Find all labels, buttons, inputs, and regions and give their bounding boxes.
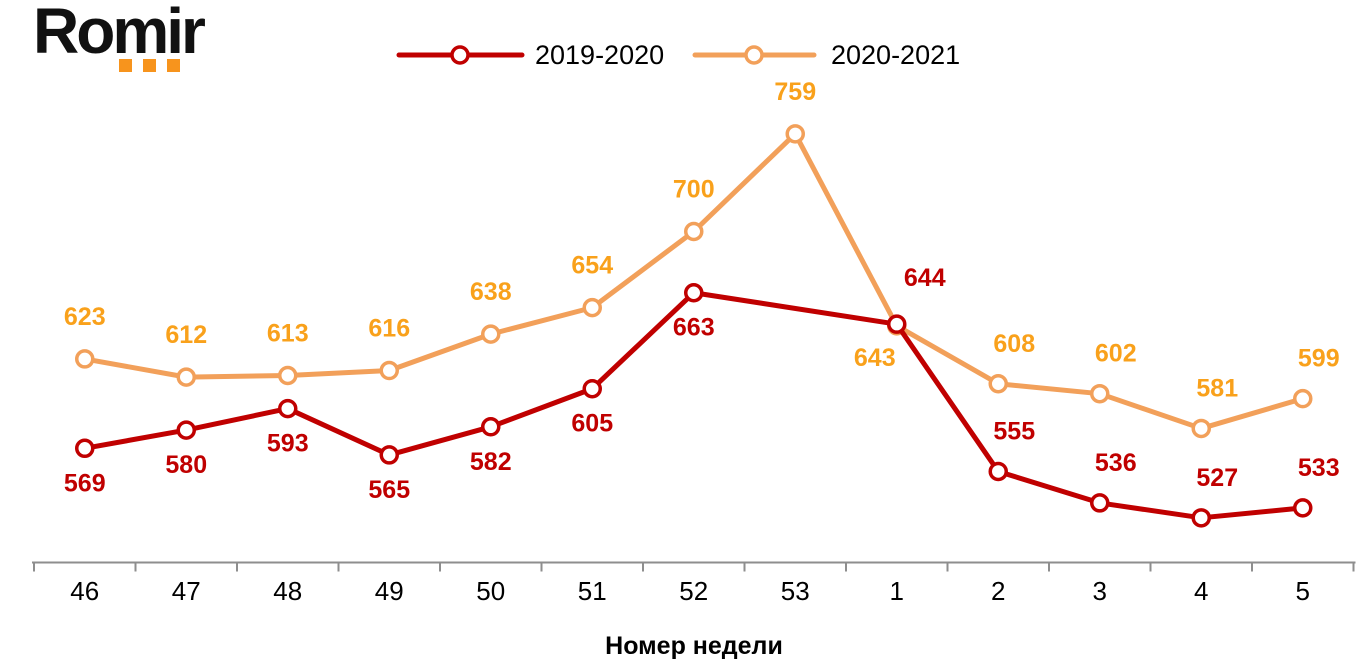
data-label-2019-2020: 580 [165, 451, 207, 479]
data-label-2020-2021: 643 [854, 344, 896, 372]
data-label-2019-2020: 593 [267, 430, 309, 458]
data-point-marker-2020-2021 [684, 221, 704, 242]
data-label-2019-2020: 569 [64, 469, 106, 497]
x-tick-label: 4 [1194, 576, 1208, 606]
data-point-marker-2019-2020 [684, 282, 704, 303]
x-tick-label: 47 [172, 576, 201, 606]
x-tick-label: 52 [679, 576, 708, 606]
data-label-2020-2021: 608 [993, 330, 1035, 358]
x-tick-label: 50 [476, 576, 505, 606]
data-label-2020-2021: 759 [774, 78, 816, 106]
data-point-marker-2020-2021 [1191, 418, 1211, 439]
data-point-marker-2020-2021 [75, 349, 95, 369]
romir-logo-text: Romir [33, 0, 206, 67]
data-point-marker-2020-2021 [785, 124, 805, 144]
x-tick-label: 46 [70, 576, 99, 606]
data-point-marker-2019-2020 [988, 461, 1008, 482]
data-point-marker-2020-2021 [176, 367, 196, 387]
data-point-marker-2020-2021 [481, 324, 501, 344]
data-label-2019-2020: 536 [1095, 449, 1137, 477]
data-point-marker-2019-2020 [1090, 493, 1110, 513]
data-label-2020-2021: 623 [64, 303, 106, 331]
data-point-marker-2019-2020 [278, 398, 298, 419]
logo-dot-icon [119, 59, 132, 72]
x-tick-label: 3 [1093, 576, 1107, 606]
data-label-2019-2020: 644 [904, 264, 946, 292]
x-tick-label: 51 [578, 576, 607, 606]
data-label-2020-2021: 599 [1298, 345, 1340, 373]
data-label-2020-2021: 612 [165, 321, 207, 349]
x-tick-label: 53 [781, 576, 810, 606]
data-label-2020-2021: 616 [368, 315, 410, 343]
x-tick-label: 1 [890, 576, 904, 606]
data-label-2019-2020: 533 [1298, 454, 1340, 482]
romir-logo: Romir [33, 0, 253, 90]
data-point-marker-2019-2020 [379, 445, 399, 465]
x-tick-label: 2 [991, 576, 1005, 606]
logo-dot-icon [167, 59, 180, 72]
data-label-2020-2021: 654 [571, 252, 613, 280]
logo-dot-icon [143, 59, 156, 72]
x-axis-title: Номер недели [605, 632, 783, 660]
data-point-marker-2019-2020 [176, 420, 196, 440]
x-tick-label: 48 [273, 576, 302, 606]
data-point-marker-2019-2020 [1191, 508, 1211, 528]
legend-label-2020-2021: 2020-2021 [831, 40, 960, 70]
data-point-marker-2020-2021 [1090, 383, 1110, 404]
data-label-2019-2020: 555 [993, 417, 1035, 445]
data-label-2020-2021: 613 [267, 319, 309, 347]
x-tick-label: 49 [375, 576, 404, 606]
data-label-2020-2021: 602 [1095, 340, 1137, 368]
data-point-marker-2019-2020 [481, 417, 501, 437]
data-label-2019-2020: 605 [571, 410, 613, 438]
data-point-marker-2020-2021 [278, 365, 298, 386]
data-label-2019-2020: 565 [368, 476, 410, 504]
data-point-marker-2020-2021 [379, 360, 399, 381]
legend-swatch-marker-2020-2021 [744, 45, 764, 65]
legend-label-2019-2020: 2019-2020 [535, 40, 664, 70]
x-tick-label: 5 [1296, 576, 1310, 606]
data-point-marker-2019-2020 [582, 378, 602, 399]
data-label-2019-2020: 582 [470, 448, 512, 476]
data-point-marker-2020-2021 [988, 374, 1008, 394]
data-label-2020-2021: 700 [673, 176, 715, 204]
data-point-marker-2020-2021 [1293, 388, 1313, 409]
data-label-2019-2020: 527 [1196, 464, 1238, 492]
data-point-marker-2019-2020 [1293, 498, 1313, 518]
data-label-2019-2020: 663 [673, 314, 715, 342]
data-point-marker-2020-2021 [582, 297, 602, 318]
data-point-marker-2019-2020 [75, 438, 95, 459]
data-label-2020-2021: 638 [470, 278, 512, 306]
data-point-marker-2019-2020 [887, 314, 907, 334]
series-line-2019-2020 [82, 290, 1306, 521]
data-label-2020-2021: 581 [1196, 374, 1238, 402]
romir-logo-dots [119, 59, 180, 72]
legend-swatch-marker-2019-2020 [450, 45, 470, 65]
